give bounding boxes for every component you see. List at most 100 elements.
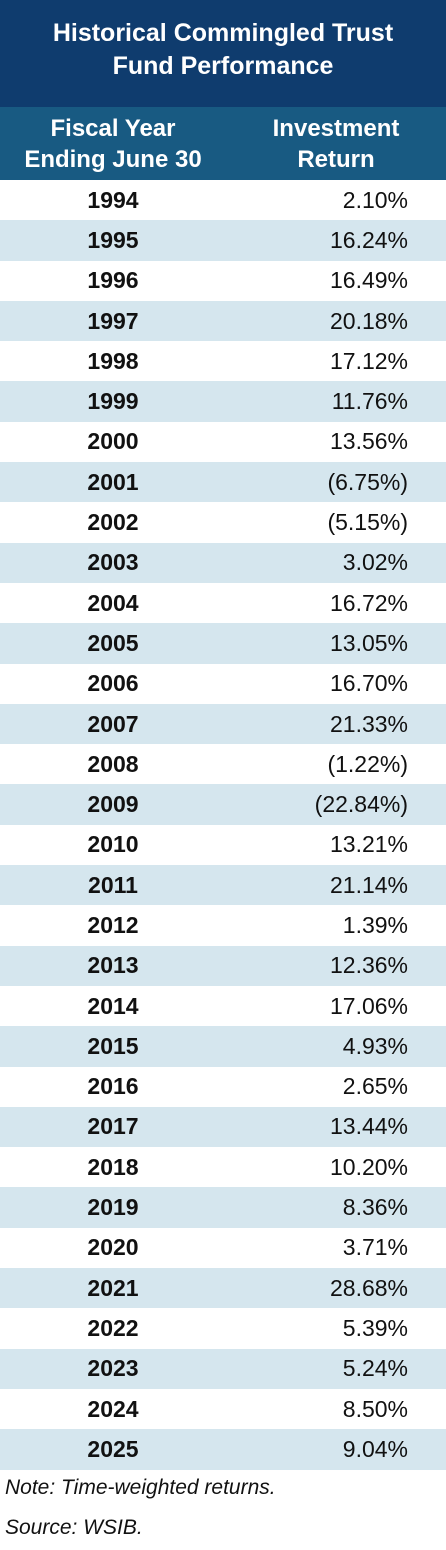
column-header-line: Investment bbox=[272, 115, 400, 142]
note: Source: WSIB. bbox=[5, 1515, 143, 1539]
year-cell: 2014 bbox=[87, 992, 139, 1019]
return-cell: 4.93% bbox=[342, 1032, 408, 1059]
return-cell: 1.39% bbox=[342, 911, 408, 938]
year-cell: 2003 bbox=[87, 549, 139, 576]
table-row: 2015 4.93% bbox=[0, 1026, 446, 1067]
table-row: 2020 3.71% bbox=[0, 1228, 446, 1268]
return-cell: (5.15%) bbox=[327, 509, 408, 536]
table-row: 2024 8.50% bbox=[0, 1389, 446, 1429]
year-cell: 2009 bbox=[87, 791, 139, 818]
return-cell: (6.75%) bbox=[327, 468, 408, 495]
table-row: 2018 10.20% bbox=[0, 1147, 446, 1187]
year-cell: 2015 bbox=[87, 1032, 139, 1059]
table-row: 2003 3.02% bbox=[0, 542, 446, 583]
year-cell: 2022 bbox=[87, 1314, 139, 1341]
return-cell: 11.76% bbox=[331, 388, 408, 415]
return-cell: 8.50% bbox=[342, 1395, 408, 1422]
return-cell: (1.22%) bbox=[327, 750, 408, 777]
year-cell: 2011 bbox=[88, 871, 138, 898]
table-row: 2005 13.05% bbox=[0, 623, 446, 664]
table-row: 1996 16.49% bbox=[0, 261, 446, 301]
table-header: Fiscal Year Ending June 30 Investment Retur… bbox=[0, 107, 446, 180]
table-row: 2002 (5.15%) bbox=[0, 502, 446, 542]
year-cell: 2001 bbox=[87, 468, 139, 495]
return-cell: 17.06% bbox=[329, 992, 408, 1019]
year-cell: 1996 bbox=[87, 267, 139, 294]
return-cell: 5.39% bbox=[342, 1314, 408, 1341]
year-cell: 2019 bbox=[87, 1194, 139, 1221]
return-cell: 13.56% bbox=[329, 428, 408, 455]
column-header-line: Fiscal Year bbox=[50, 115, 176, 142]
table-row: 2022 5.39% bbox=[0, 1308, 446, 1348]
return-cell: 5.24% bbox=[342, 1355, 408, 1382]
notes: Note: Time-weighted returns. Source: WSIB… bbox=[0, 1470, 446, 1550]
year-cell: 1999 bbox=[87, 388, 139, 415]
year-cell: 2008 bbox=[87, 750, 139, 777]
year-cell: 2018 bbox=[87, 1153, 139, 1180]
table-row: 2012 1.39% bbox=[0, 905, 446, 945]
year-cell: 2000 bbox=[87, 428, 139, 455]
title: Historical Commingled Trust Fund Performa… bbox=[0, 0, 446, 107]
year-cell: 1997 bbox=[87, 307, 139, 334]
year-cell: 2004 bbox=[87, 589, 139, 616]
return-cell: 3.71% bbox=[342, 1234, 408, 1261]
table-row: 2006 16.70% bbox=[0, 664, 446, 704]
year-cell: 1995 bbox=[87, 226, 139, 253]
return-cell: 13.21% bbox=[329, 831, 408, 858]
return-cell: 2.10% bbox=[342, 186, 408, 213]
table-row: 2009 (22.84%) bbox=[0, 784, 446, 825]
return-cell: 8.36% bbox=[342, 1194, 408, 1221]
year-cell: 2002 bbox=[87, 509, 139, 536]
table-row: 2013 12.36% bbox=[0, 945, 446, 986]
table-row: 2021 28.68% bbox=[0, 1268, 446, 1309]
table-row: 1998 17.12% bbox=[0, 341, 446, 381]
title-line: Historical Commingled Trust bbox=[52, 19, 394, 47]
year-cell: 2007 bbox=[87, 710, 139, 737]
year-cell: 2021 bbox=[87, 1274, 139, 1301]
return-cell: 21.33% bbox=[329, 710, 408, 737]
table-row: 2004 16.72% bbox=[0, 583, 446, 623]
table-row: 1995 16.24% bbox=[0, 220, 446, 261]
return-cell: 16.24% bbox=[329, 226, 408, 253]
table-row: 2010 13.21% bbox=[0, 825, 446, 865]
column-header-line: Return bbox=[297, 146, 375, 173]
column-header: Fiscal Year Ending June 30 bbox=[0, 113, 226, 180]
return-cell: 17.12% bbox=[329, 347, 408, 374]
table-row: 2016 2.65% bbox=[0, 1067, 446, 1107]
table-row: 2014 17.06% bbox=[0, 986, 446, 1026]
table-row: 1999 11.76% bbox=[0, 381, 446, 422]
table-row: 2001 (6.75%) bbox=[0, 462, 446, 503]
note: Note: Time-weighted returns. bbox=[5, 1475, 276, 1499]
table-row: 1994 2.10% bbox=[0, 180, 446, 220]
table-row: 1997 20.18% bbox=[0, 300, 446, 342]
table-row: 2008 (1.22%) bbox=[0, 744, 446, 784]
return-cell: 10.20% bbox=[329, 1153, 408, 1180]
return-cell: 3.02% bbox=[342, 549, 408, 576]
table-row: 2023 5.24% bbox=[0, 1348, 446, 1389]
table-row: 2019 8.36% bbox=[0, 1187, 446, 1228]
table-row: 2025 9.04% bbox=[0, 1429, 446, 1470]
year-cell: 1998 bbox=[87, 347, 139, 374]
year-cell: 2013 bbox=[87, 952, 139, 979]
return-cell: 13.05% bbox=[329, 629, 408, 656]
return-cell: (22.84%) bbox=[314, 791, 408, 818]
year-cell: 2025 bbox=[87, 1435, 139, 1462]
year-cell: 2012 bbox=[87, 911, 139, 938]
return-cell: 16.72% bbox=[329, 589, 408, 616]
title-line: Fund Performance bbox=[112, 52, 334, 80]
table-body: 1994 2.10% 1995 16.24% 1996 16.49% 1997 20.18% 1… bbox=[0, 180, 446, 1470]
column-header-line: Ending June 30 bbox=[24, 146, 202, 173]
table-row: 2011 21.14% bbox=[0, 865, 446, 906]
return-cell: 20.18% bbox=[329, 307, 408, 334]
year-cell: 2016 bbox=[87, 1073, 139, 1100]
return-cell: 21.14% bbox=[329, 871, 408, 898]
year-cell: 2005 bbox=[87, 629, 139, 656]
year-cell: 2017 bbox=[87, 1113, 139, 1140]
year-cell: 2010 bbox=[87, 831, 139, 858]
year-cell: 2023 bbox=[87, 1355, 139, 1382]
table-row: 2007 21.33% bbox=[0, 703, 446, 745]
return-cell: 16.70% bbox=[329, 670, 408, 697]
year-cell: 2024 bbox=[87, 1395, 139, 1422]
return-cell: 28.68% bbox=[329, 1274, 408, 1301]
